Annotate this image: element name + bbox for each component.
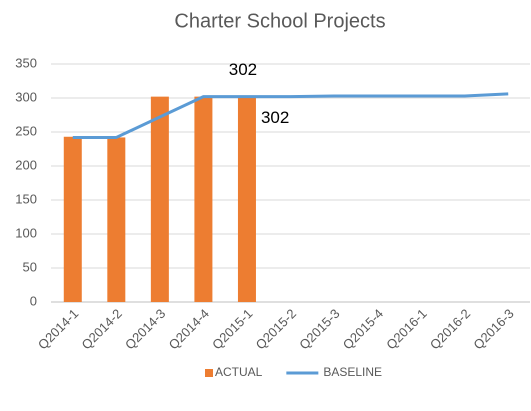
chart-title: Charter School Projects: [174, 10, 385, 32]
x-tick-label: Q2016-3: [470, 306, 516, 352]
x-tick-label: Q2015-2: [253, 306, 299, 352]
x-tick-label: Q2015-1: [209, 306, 255, 352]
data-label: 302: [261, 108, 289, 127]
x-tick-label: Q2015-4: [340, 306, 386, 352]
x-tick-label: Q2014-2: [78, 306, 124, 352]
x-tick-label: Q2014-4: [166, 306, 212, 352]
legend-swatch: [205, 369, 213, 377]
y-tick-label: 250: [15, 123, 37, 138]
x-tick-label: Q2016-1: [383, 306, 429, 352]
y-tick-label: 0: [30, 293, 37, 308]
y-tick-label: 300: [15, 89, 37, 104]
legend-label: BASELINE: [323, 365, 382, 379]
bar: [237, 96, 256, 302]
bar: [150, 96, 169, 302]
x-tick-label: Q2014-3: [122, 306, 168, 352]
x-tick-label: Q2015-3: [296, 306, 342, 352]
y-tick-label: 200: [15, 157, 37, 172]
y-tick-label: 50: [23, 259, 37, 274]
data-label: 302: [229, 60, 257, 79]
x-tick-label: Q2014-1: [35, 306, 81, 352]
bar: [63, 136, 82, 302]
y-tick-label: 100: [15, 225, 37, 240]
legend-label: ACTUAL: [215, 365, 263, 379]
y-tick-label: 350: [15, 55, 37, 70]
y-tick-label: 150: [15, 191, 37, 206]
line: [72, 92, 509, 139]
x-tick-label: Q2016-2: [427, 306, 473, 352]
bar: [194, 96, 213, 302]
bar: [107, 137, 126, 302]
